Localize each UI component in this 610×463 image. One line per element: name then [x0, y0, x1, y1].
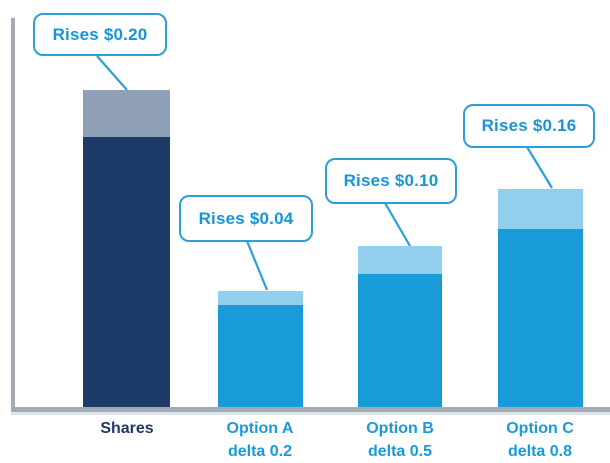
bar-option-c-rise-cap: [498, 189, 583, 229]
category-label-option-b-line2: delta 0.5: [367, 443, 433, 460]
connector-option-a: [245, 240, 269, 291]
category-label-option-b-line1: Option B: [366, 420, 434, 437]
bar-option-c-body: [498, 229, 583, 407]
bar-option-a-body: [218, 305, 303, 407]
bar-shares-body: [83, 137, 170, 407]
connector-shares: [96, 55, 128, 91]
callout-rises-option-b-text: Rises $0.10: [343, 171, 439, 190]
category-label-option-a-line1: Option A: [226, 420, 294, 437]
bar-option-b-rise-cap: [358, 246, 442, 274]
category-label-option-b: Option B delta 0.5: [340, 417, 460, 463]
callout-rises-option-a: Rises $0.04: [179, 195, 313, 242]
bar-option-b-body: [358, 274, 442, 407]
callout-rises-option-a-text: Rises $0.04: [198, 208, 294, 228]
category-label-option-c-line1: Option C: [506, 420, 574, 437]
category-label-shares-line1: Shares: [100, 420, 154, 437]
connector-option-c: [526, 146, 553, 189]
connector-option-b: [384, 202, 411, 247]
bar-option-a-rise-cap: [218, 291, 303, 305]
callout-rises-shares: Rises $0.20: [33, 13, 167, 56]
x-axis-line: [11, 407, 610, 415]
bar-shares-rise-cap: [83, 90, 170, 137]
category-label-option-c: Option C delta 0.8: [480, 417, 600, 463]
callout-rises-option-c-text: Rises $0.16: [481, 116, 577, 135]
category-label-option-c-line2: delta 0.8: [507, 443, 573, 460]
y-axis-line: [11, 18, 15, 412]
category-label-option-a: Option A delta 0.2: [200, 417, 320, 463]
callout-rises-option-b: Rises $0.10: [325, 158, 457, 204]
category-label-option-a-line2: delta 0.2: [227, 443, 293, 460]
callout-rises-shares-text: Rises $0.20: [52, 24, 148, 44]
callout-rises-option-c: Rises $0.16: [463, 104, 595, 148]
category-label-shares: Shares: [67, 417, 187, 440]
